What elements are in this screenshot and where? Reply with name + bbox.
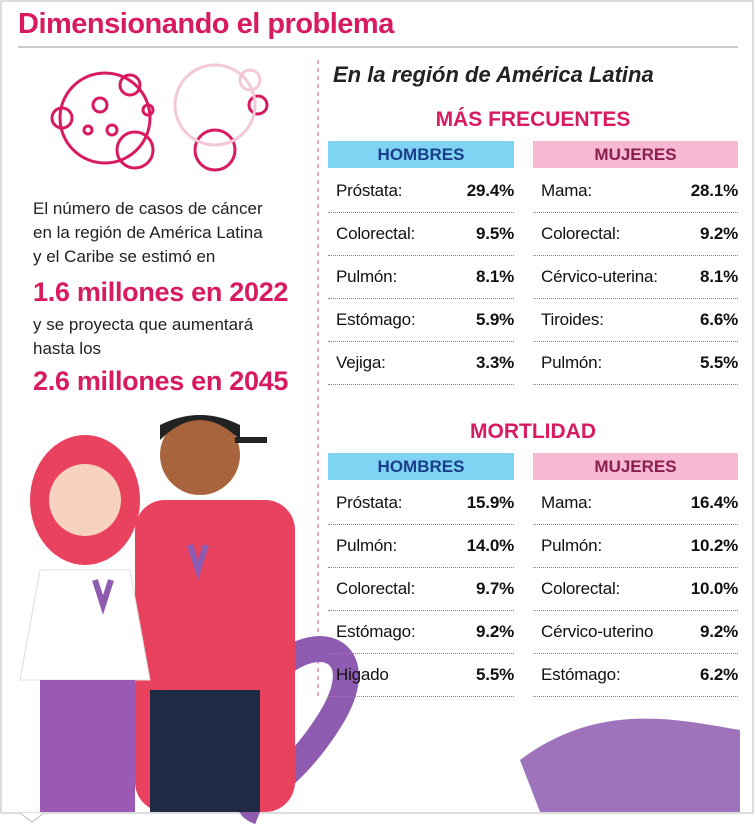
- intro-text: El número de casos de cáncer en la región…: [33, 197, 263, 269]
- cancer-type: Colorectal:: [336, 224, 416, 243]
- table-row: Cérvico-uterino 9.2%: [533, 611, 738, 654]
- cancer-type: Colorectal:: [541, 224, 621, 243]
- table-row: Pulmón: 10.2%: [533, 525, 738, 568]
- intro-text: y se proyecta que aumentará hasta los: [33, 313, 253, 361]
- table-row: Pulmón: 5.5%: [533, 342, 738, 385]
- cancer-type: Próstata:: [336, 181, 403, 200]
- section-title: MORTLIDAD: [470, 420, 596, 443]
- cancer-type: Cérvico-uterina:: [541, 267, 658, 286]
- percentage: 14.0%: [466, 536, 514, 555]
- table-row: Cérvico-uterina: 8.1%: [533, 256, 738, 299]
- table-header: HOMBRES: [328, 453, 514, 480]
- percentage: 28.1%: [690, 181, 738, 200]
- table-row: Mama: 16.4%: [533, 482, 738, 525]
- intro-line: y el Caribe se estimó en: [33, 247, 216, 266]
- ribbon: [520, 718, 740, 812]
- percentage: 8.1%: [476, 267, 514, 286]
- table-row: Mama: 28.1%: [533, 170, 738, 213]
- title: Dimensionando el problema: [18, 8, 394, 40]
- percentage: 10.2%: [690, 536, 738, 555]
- table: MUJERES Mama: 16.4% Pulmón: 10.2% Colorectal:…: [533, 453, 738, 697]
- cancer-type: Mama:: [541, 181, 592, 200]
- illustration-people: [19, 415, 295, 812]
- percentage: 8.1%: [700, 267, 738, 286]
- table-row: Estómago: 9.2%: [328, 611, 514, 654]
- cancer-type: Pulmón:: [336, 267, 397, 286]
- percentage: 3.3%: [476, 353, 514, 372]
- percentage: 15.9%: [466, 493, 514, 512]
- percentage: 6.6%: [700, 310, 738, 329]
- cancer-type: Higado: [336, 665, 389, 684]
- cancer-type: Estómago:: [336, 622, 416, 641]
- percentage: 5.9%: [476, 310, 514, 329]
- percentage: 10.0%: [690, 579, 738, 598]
- table-row: Tiroides: 6.6%: [533, 299, 738, 342]
- cells-icon-faint: [173, 63, 262, 147]
- cancer-type: Pulmón:: [541, 353, 602, 372]
- table-row: Colorectal: 10.0%: [533, 568, 738, 611]
- percentage: 9.5%: [476, 224, 514, 243]
- table-row: Colorectal: 9.7%: [328, 568, 514, 611]
- table-row: Colorectal: 9.2%: [533, 213, 738, 256]
- table-row: Pulmón: 8.1%: [328, 256, 514, 299]
- percentage: 5.5%: [476, 665, 514, 684]
- table-row: Próstata: 15.9%: [328, 482, 514, 525]
- highlight: 1.6 millones en 2022: [33, 277, 289, 307]
- percentage: 9.2%: [700, 622, 738, 641]
- section-title: MÁS FRECUENTES: [435, 108, 631, 131]
- table: MUJERES Mama: 28.1% Colorectal: 9.2% Cérvico-…: [533, 141, 738, 385]
- table-row: Próstata: 29.4%: [328, 170, 514, 213]
- percentage: 6.2%: [700, 665, 738, 684]
- cancer-type: Estómago:: [541, 665, 621, 684]
- cancer-type: Mama:: [541, 493, 592, 512]
- cancer-type: Tiroides:: [541, 310, 604, 329]
- table-header: MUJERES: [533, 453, 738, 480]
- cancer-type: Próstata:: [336, 493, 403, 512]
- table-header: HOMBRES: [328, 141, 514, 168]
- cancer-type: Estómago:: [336, 310, 416, 329]
- cancer-type: Pulmón:: [336, 536, 397, 555]
- table-row: Colorectal: 9.5%: [328, 213, 514, 256]
- intro-line: El número de casos de cáncer: [33, 199, 263, 218]
- percentage: 29.4%: [466, 181, 514, 200]
- cells-icon: [50, 71, 269, 172]
- table-row: Estómago: 5.9%: [328, 299, 514, 342]
- percentage: 9.7%: [476, 579, 514, 598]
- cancer-type: Colorectal:: [541, 579, 621, 598]
- cancer-type: Colorectal:: [336, 579, 416, 598]
- cancer-type: Vejiga:: [336, 353, 386, 372]
- frame-notch: [19, 812, 45, 823]
- table: HOMBRES Próstata: 29.4% Colorectal: 9.5% Pulm…: [328, 141, 514, 385]
- intro-line: y se proyecta que aumentará: [33, 315, 254, 334]
- percentage: 16.4%: [690, 493, 738, 512]
- highlight: 2.6 millones en 2045: [33, 366, 289, 396]
- table-row: Higado 5.5%: [328, 654, 514, 697]
- percentage: 5.5%: [700, 353, 738, 372]
- table-row: Vejiga: 3.3%: [328, 342, 514, 385]
- percentage: 9.2%: [700, 224, 738, 243]
- table: HOMBRES Próstata: 15.9% Pulmón: 14.0% Colorec…: [328, 453, 514, 697]
- cancer-type: Cérvico-uterino: [541, 622, 654, 641]
- region-title: En la región de América Latina: [333, 62, 654, 87]
- percentage: 9.2%: [476, 622, 514, 641]
- cancer-type: Pulmón:: [541, 536, 602, 555]
- intro-line: en la región de América Latina: [33, 223, 263, 242]
- intro-line: hasta los: [33, 339, 102, 358]
- table-row: Pulmón: 14.0%: [328, 525, 514, 568]
- table-row: Estómago: 6.2%: [533, 654, 738, 697]
- table-header: MUJERES: [533, 141, 738, 168]
